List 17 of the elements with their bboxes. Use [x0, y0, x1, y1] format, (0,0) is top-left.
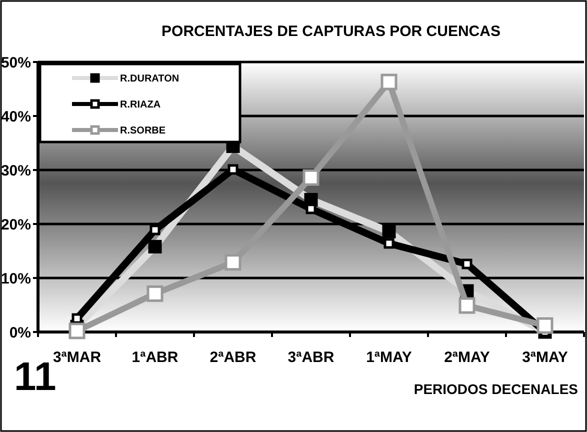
- chart-title: PORCENTAJES DE CAPTURAS POR CUENCAS: [162, 23, 500, 40]
- x-tick-label: 2ªABR: [210, 349, 256, 366]
- x-tick-label: 3ªABR: [288, 349, 334, 366]
- x-tick-label: 2ªMAY: [444, 349, 490, 366]
- legend-label: R.DURATON: [120, 74, 180, 84]
- y-tick-label: 0%: [9, 324, 31, 342]
- y-tick-label: 20%: [0, 216, 31, 234]
- y-tick-label: 40%: [0, 108, 31, 126]
- y-tick-label: 50%: [0, 54, 31, 72]
- x-tick-label: 1ªMAY: [366, 349, 412, 366]
- x-axis-title: PERIODOS DECENALES: [414, 381, 578, 397]
- legend-label: R.RIAZA: [120, 100, 161, 110]
- legend-label: R.SORBE: [120, 126, 166, 136]
- x-tick-label: 1ªABR: [132, 349, 178, 366]
- y-tick-label: 30%: [0, 162, 31, 180]
- y-tick-label: 10%: [0, 270, 31, 288]
- x-tick-label: 3ªMAY: [522, 349, 568, 366]
